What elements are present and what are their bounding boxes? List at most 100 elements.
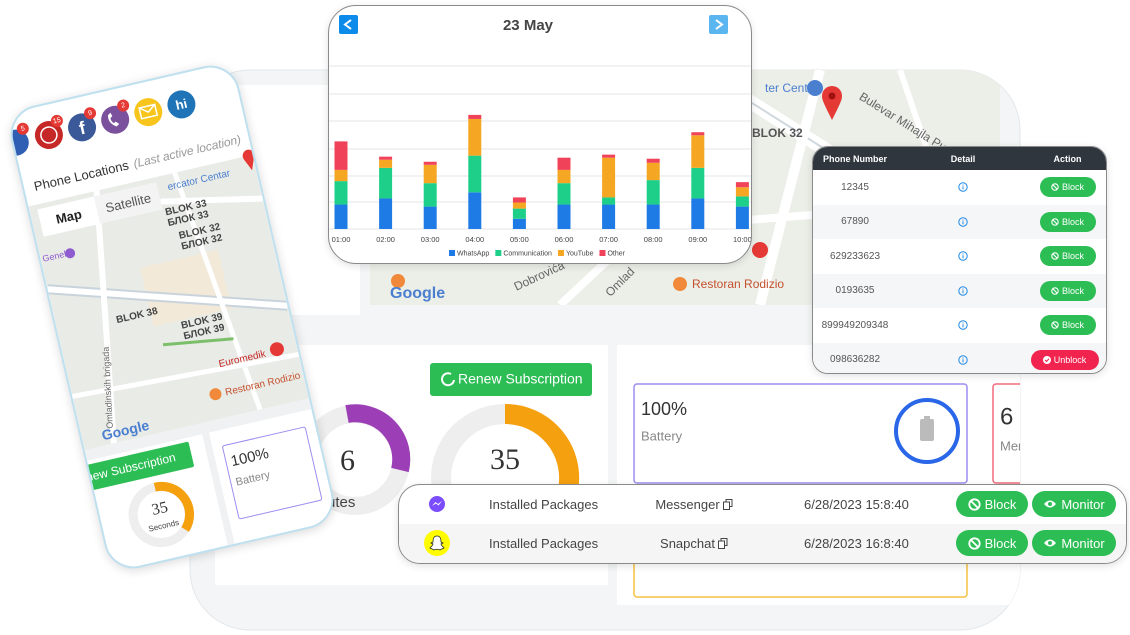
block-button[interactable]: Block (956, 491, 1028, 517)
block-button[interactable]: Block (1039, 246, 1096, 267)
map-poi (391, 274, 405, 288)
block-button[interactable]: Block (1039, 315, 1096, 336)
bar-segment (557, 204, 571, 229)
renew-button[interactable] (430, 363, 592, 396)
action-cell: Block (1029, 211, 1106, 232)
bar-segment (602, 204, 616, 229)
column-header: Detail (950, 153, 976, 164)
battery-value: 100% (641, 399, 687, 419)
block-button[interactable]: Block (1039, 280, 1096, 301)
button-label: Unblock (1053, 354, 1087, 365)
memory-card (992, 383, 1020, 484)
map-pin (822, 86, 842, 120)
next-arrow (715, 19, 724, 30)
bar-segment (691, 167, 705, 199)
button-label: Block (1061, 182, 1084, 193)
legend-label: Other (607, 250, 625, 257)
phone-number: 899949209348 (821, 319, 889, 331)
bar-segment (512, 208, 526, 219)
badge: 2 (121, 102, 126, 110)
map-label: ter Centar (765, 81, 818, 95)
bar-segment (735, 182, 749, 188)
x-tick-label: 04:00 (465, 235, 484, 244)
battery-card (633, 383, 968, 484)
memory-label: Men (1000, 438, 1025, 453)
info-icon[interactable] (958, 286, 968, 296)
bar-segment (512, 202, 526, 209)
info-icon[interactable] (958, 251, 968, 261)
action-cell: Block (1029, 280, 1106, 301)
bar-segment (334, 181, 348, 205)
package-type: Installed Packages (489, 536, 599, 551)
prev-button[interactable] (339, 15, 358, 34)
badge: 5 (20, 125, 25, 133)
table-row: 67890 Block (813, 204, 1106, 239)
block-button[interactable]: Block (1039, 177, 1096, 198)
donut-value: 6 (340, 444, 355, 477)
monitor-button[interactable]: Monitor (1032, 491, 1116, 517)
map-poi (673, 277, 687, 291)
info-icon[interactable] (958, 217, 968, 227)
button-label: Block (984, 496, 1017, 512)
block-button[interactable]: Block (1039, 211, 1096, 232)
bar-segment (334, 169, 348, 182)
x-tick-label: 03:00 (421, 235, 440, 244)
table-body: 12345 Block 67890 Block 629233623 Block 019363… (813, 170, 1106, 373)
bar-segment (468, 155, 482, 193)
unblock-button[interactable]: Unblock (1030, 349, 1099, 370)
phone-number: 629233623 (829, 250, 881, 262)
info-icon[interactable] (958, 355, 968, 365)
map-label: Omladinskih brigada (101, 347, 115, 429)
app-name: Snapchat (619, 536, 769, 551)
x-tick-label: 01:00 (332, 235, 351, 244)
package-row: Installed Packages Snapchat 6/28/2023 16:8… (399, 524, 1126, 563)
app-icons: f hi 5 15 9 2 (4, 90, 196, 156)
legend-swatch (557, 250, 564, 256)
x-tick-label: 09:00 (688, 235, 707, 244)
map-tab[interactable] (37, 196, 101, 237)
map-label: BLOK 32 (752, 126, 803, 140)
block-button[interactable]: Block (956, 530, 1028, 556)
monitor-button[interactable]: Monitor (1032, 530, 1116, 556)
bar-segment (379, 167, 393, 199)
bar-segment (691, 135, 705, 168)
bar-segment (557, 157, 571, 170)
table-row: 899949209348 Block (813, 308, 1106, 343)
donut-value: 35 (150, 499, 169, 519)
column-header: Phone Number (822, 153, 887, 164)
bar-segment (379, 159, 393, 168)
next-button[interactable] (709, 15, 728, 34)
info-icon[interactable] (958, 320, 968, 330)
bar-segment (735, 206, 749, 229)
donut-value: 35 (490, 443, 520, 476)
action-cell: Block (1029, 177, 1106, 198)
legend-label: Communication (503, 250, 552, 257)
bar-segment (423, 164, 437, 184)
phone-screen: f hi 5 15 9 2 Phone Locations (Last acti… (4, 62, 337, 572)
app-label: Snapchat (660, 536, 715, 551)
bar-segment (646, 158, 660, 163)
info-icon[interactable] (958, 182, 968, 192)
battery-ring (894, 398, 960, 464)
bar-segment (602, 157, 616, 198)
package-row: Installed Packages Messenger 6/28/2023 15:… (399, 485, 1126, 524)
battery-icon (924, 416, 930, 420)
map-label: Restoran Rodizio (692, 277, 784, 291)
install-time: 6/28/2023 16:8:40 (804, 536, 909, 551)
usage-chart: 23 May 01:00 02:00 03:00 04:00 05:00 06:00 07:… (329, 15, 751, 257)
bar-segment (468, 192, 482, 229)
badge: 9 (87, 110, 92, 118)
map-pin-dot (828, 92, 836, 100)
battery-card (222, 426, 323, 520)
bar-segment (691, 132, 705, 136)
bar-segment (646, 204, 660, 229)
renew-button[interactable] (64, 441, 195, 496)
bar-segment (423, 161, 437, 165)
bar-segment (735, 196, 749, 207)
phone-number: 12345 (841, 181, 869, 193)
app-name: Messenger (619, 497, 769, 512)
app-label: Messenger (655, 497, 720, 512)
map-tab[interactable] (93, 182, 163, 224)
phone-number: 67890 (841, 216, 869, 228)
